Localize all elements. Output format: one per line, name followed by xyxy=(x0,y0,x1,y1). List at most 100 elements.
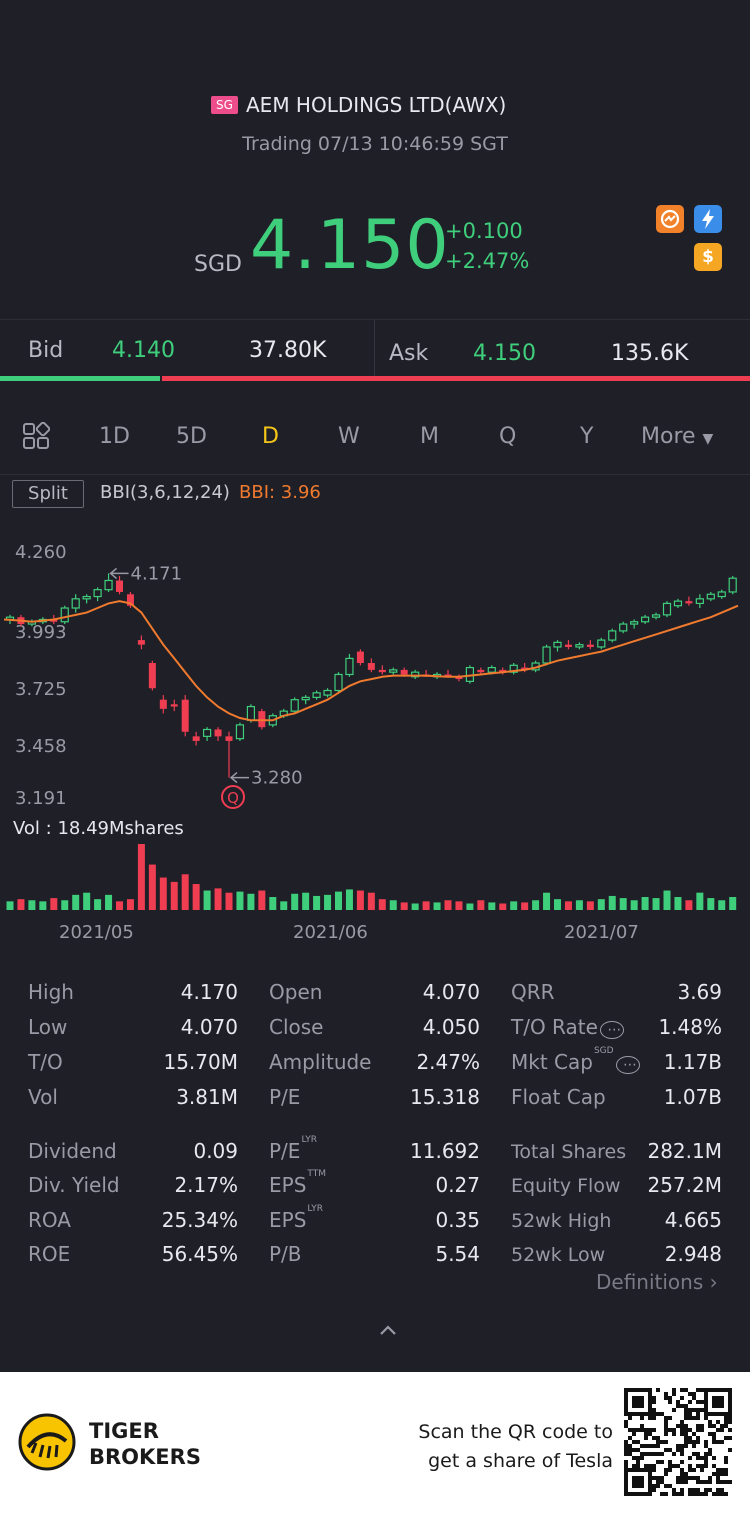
volume-bar xyxy=(674,897,682,910)
tab-y[interactable]: Y xyxy=(580,424,594,449)
tab-more[interactable]: More ▼ xyxy=(641,424,713,449)
stat-label: Amplitude xyxy=(269,1050,372,1074)
candle-body xyxy=(695,598,704,605)
stat-label: Dividend xyxy=(28,1139,117,1163)
candle-body xyxy=(728,577,737,593)
stat-label-text: T/O xyxy=(28,1050,63,1074)
stat-value: 15.318 xyxy=(410,1085,480,1109)
layout-grid-icon[interactable] xyxy=(22,421,51,454)
tab-1d[interactable]: 1D xyxy=(99,424,130,449)
definitions-link[interactable]: Definitions › xyxy=(596,1270,718,1294)
volume-bar xyxy=(181,874,189,910)
candle-body xyxy=(60,607,69,623)
chevron-up-icon[interactable] xyxy=(379,1321,397,1339)
tab-d[interactable]: D xyxy=(262,424,279,449)
stat-value: 2.47% xyxy=(416,1050,480,1074)
ask-price: 4.150 xyxy=(473,341,536,366)
qr-code[interactable] xyxy=(624,1388,732,1496)
candle-body xyxy=(367,663,375,670)
stat-label: Div. Yield xyxy=(28,1173,120,1197)
candle-body xyxy=(619,623,628,632)
stat-value: 25.34% xyxy=(161,1208,238,1232)
tab-more-label: More xyxy=(641,424,696,449)
lightning-icon[interactable] xyxy=(694,205,722,233)
tab-m[interactable]: M xyxy=(420,424,439,449)
candle-body xyxy=(411,671,420,678)
bbi-line xyxy=(3,600,739,722)
y-tick: 4.260 xyxy=(15,542,67,563)
volume-bar xyxy=(269,897,277,910)
candle-body xyxy=(159,699,167,709)
q-marker-icon[interactable]: Q xyxy=(221,785,245,809)
svg-text:Q: Q xyxy=(227,789,239,807)
stat-label: P/B xyxy=(269,1242,302,1266)
volume-bar xyxy=(247,893,255,910)
candle-body xyxy=(235,724,245,740)
dollar-icon[interactable]: $ xyxy=(694,243,722,271)
stat-superscript: SGD xyxy=(593,1046,614,1056)
candle-body xyxy=(509,664,518,673)
stat-value: 2.948 xyxy=(664,1242,722,1266)
options-icon[interactable] xyxy=(656,205,684,233)
stat-label: Float Cap xyxy=(511,1085,606,1109)
volume-bar xyxy=(126,899,134,910)
volume-bar xyxy=(422,901,430,910)
volume-bar xyxy=(291,893,299,910)
stat-label: P/E xyxy=(269,1085,300,1109)
stat-label-text: Equity Flow xyxy=(511,1175,621,1197)
stat-label: QRR xyxy=(511,980,555,1004)
stat-value: 56.45% xyxy=(161,1242,238,1266)
stat-label-text: QRR xyxy=(511,980,555,1004)
stat-label-text: High xyxy=(28,980,74,1004)
period-tabs: 1D 5D D W M Q Y More ▼ xyxy=(0,392,750,475)
volume-bar xyxy=(280,901,288,910)
price-chart[interactable]: 4.171 3.280 Q xyxy=(0,470,750,920)
candle-body xyxy=(630,621,639,625)
volume-bar xyxy=(72,894,80,910)
candle-body xyxy=(553,641,562,648)
candle-body xyxy=(673,600,683,607)
bbi-indicator-label[interactable]: BBI(3,6,12,24) xyxy=(100,482,230,503)
info-icon[interactable]: ⋯ xyxy=(599,1021,625,1039)
candle-body xyxy=(597,639,606,648)
stat-label: EPSLYR xyxy=(269,1204,323,1232)
volume-bar xyxy=(521,902,529,910)
y-tick: 3.725 xyxy=(15,679,67,700)
brand-name: TIGER BROKERS xyxy=(89,1418,201,1470)
candle-body xyxy=(345,657,354,676)
y-tick: 3.993 xyxy=(15,622,67,643)
volume-bar xyxy=(729,897,737,910)
candle-body xyxy=(717,591,726,598)
split-button[interactable]: Split xyxy=(12,480,84,508)
stat-label: EPSTTM xyxy=(269,1169,326,1197)
volume-bar xyxy=(137,844,145,910)
brand-line-2: BROKERS xyxy=(89,1445,201,1469)
candle-body xyxy=(93,589,102,598)
stat-label: High xyxy=(28,980,74,1004)
tiger-logo-icon xyxy=(18,1413,76,1471)
brand-line-1: TIGER xyxy=(89,1419,159,1443)
volume-bar xyxy=(488,902,496,910)
tab-q[interactable]: Q xyxy=(499,424,517,449)
candle-body xyxy=(389,669,398,673)
candle-body xyxy=(400,669,408,675)
bid-size: 37.80K xyxy=(249,338,327,363)
info-icon[interactable]: ⋯ xyxy=(615,1056,641,1074)
stock-title[interactable]: AEM HOLDINGS LTD(AWX) xyxy=(246,93,507,117)
x-tick: 2021/06 xyxy=(293,922,368,943)
candle-body xyxy=(706,593,715,600)
lightning-icon-glyph xyxy=(702,209,714,229)
candle-body xyxy=(356,651,364,664)
candle-body xyxy=(225,736,233,741)
tab-w[interactable]: W xyxy=(338,424,360,449)
stat-label-text: Float Cap xyxy=(511,1085,606,1109)
stat-label: T/O Rate ⋯ xyxy=(511,1015,625,1039)
options-icon-glyph xyxy=(660,209,680,229)
market-badge: SG xyxy=(211,96,238,114)
tab-5d[interactable]: 5D xyxy=(176,424,207,449)
candle-body xyxy=(137,640,145,645)
stat-label-text: 52wk Low xyxy=(511,1244,606,1266)
volume-bar xyxy=(192,884,200,910)
candle-body xyxy=(499,669,507,673)
stat-label: P/ELYR xyxy=(269,1135,317,1163)
